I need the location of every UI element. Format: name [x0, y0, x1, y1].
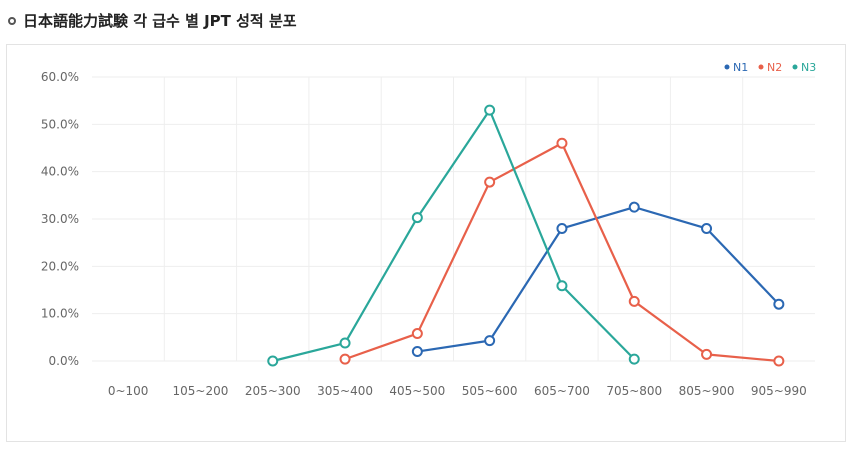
x-tick-label: 305~400 [317, 384, 373, 398]
data-point-n2[interactable] [411, 328, 423, 340]
x-tick-label: 605~700 [534, 384, 590, 398]
y-tick-label: 30.0% [41, 212, 79, 226]
series-line-n1 [417, 206, 780, 353]
data-point-n2[interactable] [484, 176, 496, 188]
data-point-n2[interactable] [628, 295, 640, 307]
x-tick-label: 705~800 [606, 384, 662, 398]
legend-label-n2[interactable]: N2 [767, 61, 782, 74]
legend-marker-n1 [724, 64, 730, 70]
data-point-n1[interactable] [484, 335, 496, 347]
x-tick-label: 505~600 [462, 384, 518, 398]
y-tick-label: 40.0% [41, 165, 79, 179]
series-line-n2 [344, 142, 779, 363]
data-point-n3[interactable] [339, 337, 351, 349]
data-point-n2[interactable] [339, 353, 351, 365]
x-tick-label: 405~500 [389, 384, 445, 398]
data-point-n1[interactable] [701, 222, 713, 234]
data-point-n3[interactable] [628, 353, 640, 365]
data-point-n1[interactable] [628, 201, 640, 213]
data-point-n2[interactable] [556, 137, 568, 149]
x-tick-label: 805~900 [679, 384, 735, 398]
y-tick-label: 20.0% [41, 259, 79, 273]
line-chart: 0.0% 10.0% 20.0% 30.0% 40.0% 50.0% 60.0% 0~100 1… [41, 61, 816, 398]
chart-panel: 0.0% 10.0% 20.0% 30.0% 40.0% 50.0% 60.0% 0~100 1… [6, 44, 846, 442]
x-tick-label: 205~300 [245, 384, 301, 398]
data-point-n2[interactable] [773, 355, 785, 367]
chart-heading: 日本語能力試験 각 급수 별 JPT 성적 분포 [23, 11, 297, 30]
data-point-n1[interactable] [411, 346, 423, 358]
y-tick-label: 10.0% [41, 307, 79, 321]
data-point-n3[interactable] [267, 355, 279, 367]
x-tick-label: 905~990 [751, 384, 807, 398]
data-point-n1[interactable] [773, 298, 785, 310]
x-tick-label: 105~200 [173, 384, 229, 398]
legend-label-n1[interactable]: N1 [733, 61, 748, 74]
legend-marker-n2 [758, 64, 764, 70]
x-tick-label: 0~100 [108, 384, 149, 398]
series-line-n3 [272, 109, 636, 363]
y-tick-label: 0.0% [49, 354, 80, 368]
data-point-n3[interactable] [556, 280, 568, 292]
data-point-n2[interactable] [701, 348, 713, 360]
section-heading: 日本語能力試験 각 급수 별 JPT 성적 분포 [8, 9, 297, 31]
data-point-n3[interactable] [411, 212, 423, 224]
y-tick-label: 60.0% [41, 70, 79, 84]
data-point-n3[interactable] [484, 104, 496, 116]
data-point-n1[interactable] [556, 222, 568, 234]
legend-label-n3[interactable]: N3 [801, 61, 816, 74]
circle-bullet-icon [8, 17, 16, 25]
legend-marker-n3 [792, 64, 798, 70]
y-tick-label: 50.0% [41, 117, 79, 131]
